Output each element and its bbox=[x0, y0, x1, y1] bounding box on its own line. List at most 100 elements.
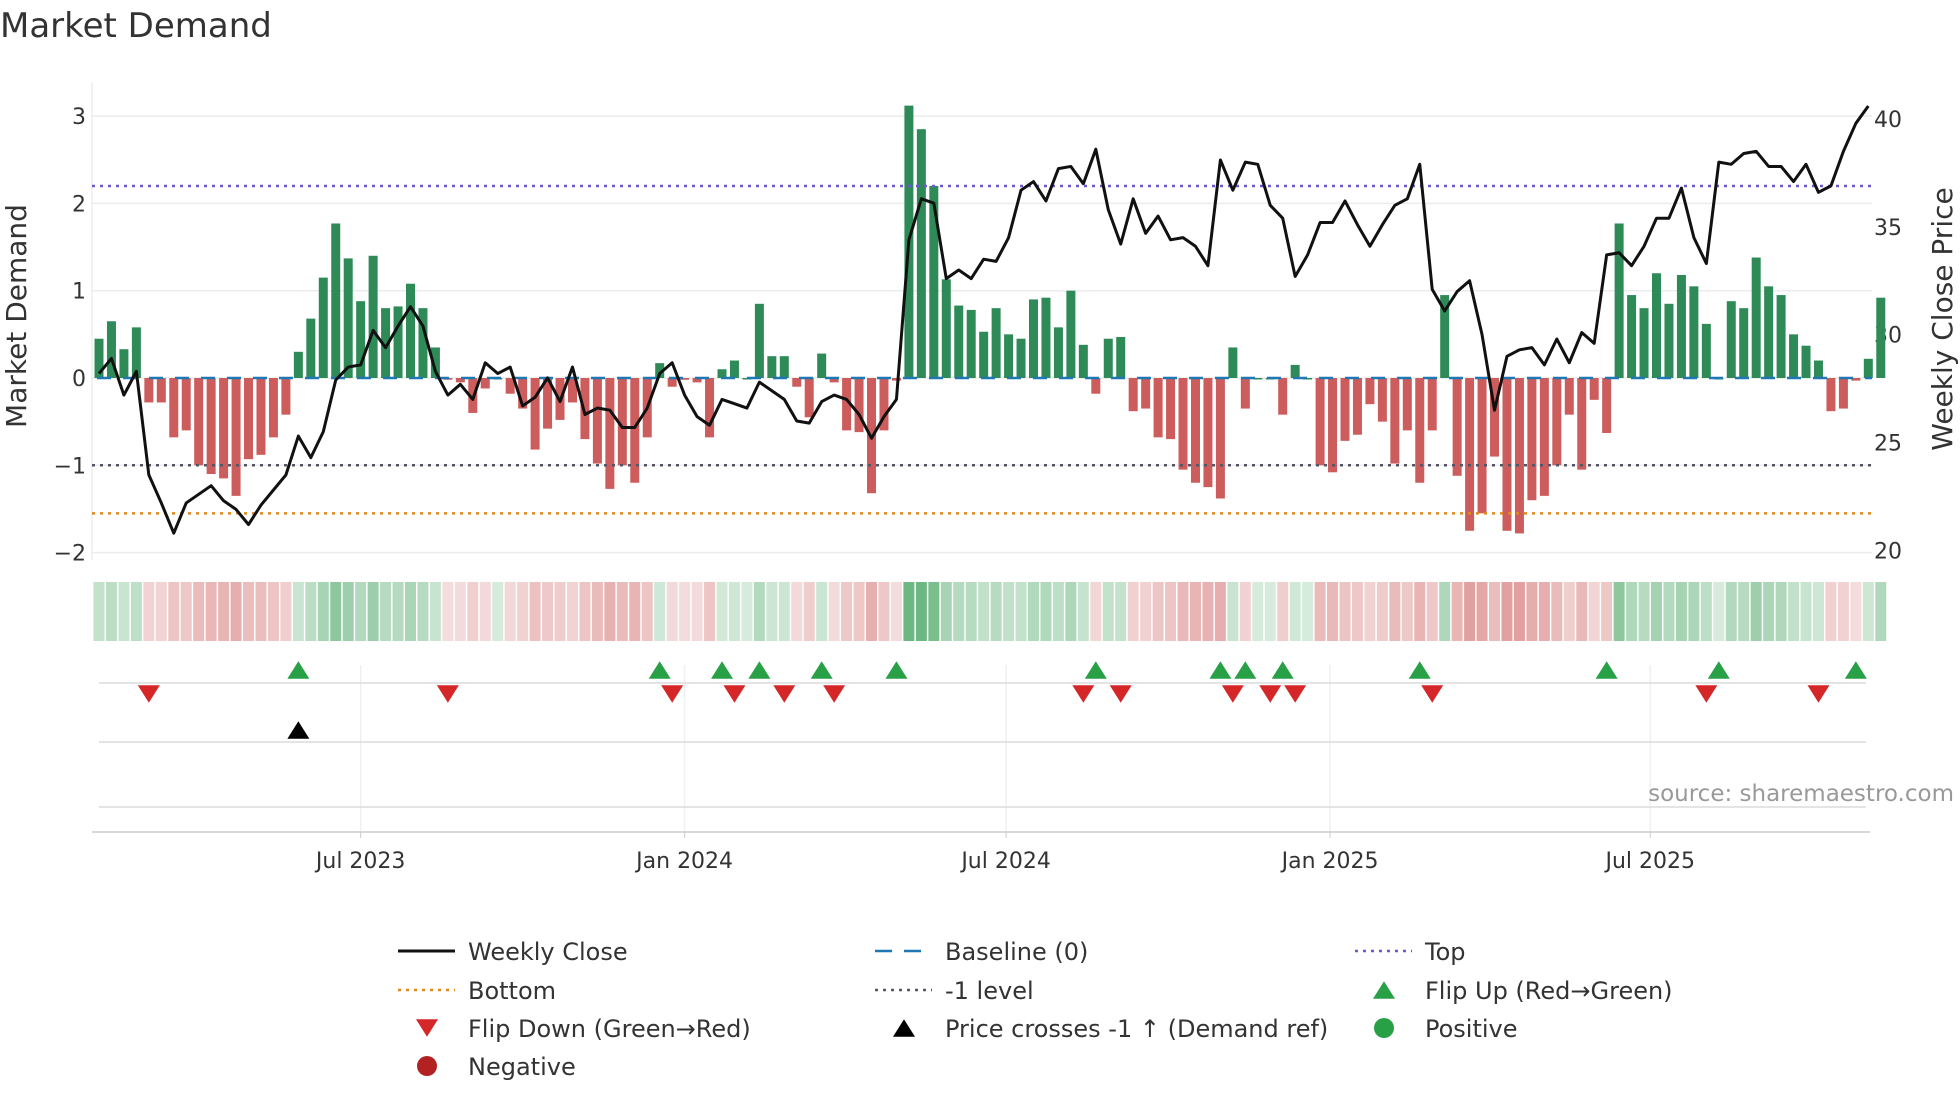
demand-bar bbox=[543, 378, 553, 429]
demand-bar bbox=[231, 378, 241, 496]
demand-strip-cell bbox=[1052, 582, 1064, 641]
demand-strip-cell bbox=[803, 582, 815, 641]
demand-bar bbox=[1053, 327, 1063, 378]
source-label: source: sharemaestro.com bbox=[1648, 781, 1954, 807]
y-tick-label: 2 bbox=[72, 192, 86, 217]
demand-bar bbox=[368, 255, 378, 378]
demand-bar bbox=[1490, 378, 1500, 457]
demand-bar bbox=[1352, 378, 1362, 435]
demand-bar bbox=[1689, 286, 1699, 378]
flip-up-marker bbox=[810, 661, 833, 679]
demand-strip-cell bbox=[1339, 582, 1351, 641]
demand-strip-cell bbox=[143, 582, 155, 641]
demand-strip-cell bbox=[1115, 582, 1127, 641]
demand-strip-cell bbox=[180, 582, 192, 641]
demand-strip-cell bbox=[579, 582, 591, 641]
demand-bar bbox=[1166, 378, 1176, 440]
x-tick-label: Jan 2025 bbox=[1280, 849, 1379, 874]
demand-strip-cell bbox=[604, 582, 616, 641]
demand-strip-cell bbox=[168, 582, 180, 641]
demand-strip-cell bbox=[890, 582, 902, 641]
demand-strip-cell bbox=[1414, 582, 1426, 641]
demand-bar bbox=[356, 301, 366, 378]
demand-bar bbox=[991, 308, 1001, 378]
demand-strip-cell bbox=[1738, 582, 1750, 641]
demand-bar bbox=[1452, 378, 1462, 476]
y2-tick-label: 25 bbox=[1874, 432, 1902, 457]
demand-strip-cell bbox=[816, 582, 828, 641]
flip-up-marker bbox=[1408, 661, 1431, 679]
demand-strip-cell bbox=[1513, 582, 1525, 641]
demand-strip-cell bbox=[1165, 582, 1177, 641]
flip-up-marker bbox=[711, 661, 733, 679]
demand-bar bbox=[1215, 378, 1225, 499]
demand-strip-cell bbox=[928, 582, 940, 641]
demand-strip-cell bbox=[267, 582, 279, 641]
demand-strip-cell bbox=[1003, 582, 1015, 641]
demand-bar bbox=[418, 308, 428, 378]
demand-strip-cell bbox=[1277, 582, 1289, 641]
demand-strip-cell bbox=[392, 582, 404, 641]
demand-strip-cell bbox=[853, 582, 865, 641]
demand-bar bbox=[1315, 378, 1325, 466]
demand-strip-cell bbox=[1314, 582, 1326, 641]
legend-label: Flip Down (Green→Red) bbox=[468, 1015, 751, 1043]
flip-down-marker bbox=[773, 685, 796, 703]
demand-strip-cell bbox=[753, 582, 765, 641]
legend-swatch bbox=[1374, 1018, 1394, 1038]
demand-strip-cell bbox=[1601, 582, 1613, 641]
demand-strip-cell bbox=[1015, 582, 1027, 641]
demand-strip-cell bbox=[728, 582, 740, 641]
demand-strip-cell bbox=[442, 582, 454, 641]
demand-bar bbox=[1589, 378, 1599, 400]
flip-up-marker bbox=[1234, 661, 1257, 679]
demand-bar bbox=[1514, 378, 1524, 534]
flip-down-marker bbox=[1421, 685, 1444, 703]
demand-bar bbox=[567, 378, 577, 403]
demand-bar bbox=[94, 338, 104, 378]
demand-bar bbox=[1676, 274, 1686, 378]
demand-bar bbox=[767, 356, 777, 378]
demand-strip-cell bbox=[417, 582, 429, 641]
demand-strip-cell bbox=[367, 582, 379, 641]
flip-up-marker bbox=[885, 661, 908, 679]
demand-bar bbox=[1440, 295, 1450, 378]
flip-down-marker bbox=[1259, 685, 1282, 703]
demand-bar bbox=[106, 321, 116, 378]
demand-bar bbox=[1639, 308, 1649, 378]
x-tick-label: Jul 2025 bbox=[1604, 849, 1696, 874]
flip-down-marker bbox=[1695, 685, 1718, 703]
demand-bar bbox=[256, 378, 266, 455]
legend-swatch bbox=[893, 1019, 915, 1037]
demand-bar bbox=[1278, 378, 1288, 415]
demand-strip-cell bbox=[1028, 582, 1039, 641]
demand-bar bbox=[1116, 336, 1126, 378]
demand-strip-cell bbox=[1700, 582, 1712, 641]
demand-strip-cell bbox=[130, 582, 142, 641]
flip-down-marker bbox=[1284, 685, 1307, 703]
y2-tick-label: 35 bbox=[1874, 216, 1902, 241]
x-tick-label: Jul 2024 bbox=[959, 849, 1051, 874]
demand-bar bbox=[1664, 303, 1674, 378]
demand-strip-cell bbox=[704, 582, 716, 641]
demand-strip-cell bbox=[467, 582, 479, 641]
legend-swatch bbox=[417, 1056, 437, 1076]
demand-bar bbox=[406, 283, 415, 378]
demand-bar bbox=[1103, 338, 1113, 378]
demand-strip-cell bbox=[1638, 582, 1650, 641]
demand-bar bbox=[306, 318, 316, 378]
demand-bar bbox=[1851, 378, 1861, 381]
demand-bar bbox=[393, 306, 403, 378]
demand-strip-cell bbox=[1302, 582, 1314, 641]
demand-bar bbox=[131, 327, 141, 378]
demand-bar bbox=[1627, 295, 1637, 378]
demand-strip-cell bbox=[255, 582, 267, 641]
demand-bar bbox=[941, 279, 951, 378]
demand-strip-cell bbox=[1837, 582, 1849, 641]
demand-strip-cell bbox=[218, 582, 230, 641]
demand-bar bbox=[1564, 378, 1574, 415]
demand-strip-cell bbox=[517, 582, 529, 641]
demand-strip-cell bbox=[1526, 582, 1538, 641]
demand-bar bbox=[1041, 297, 1051, 378]
demand-strip-cell bbox=[1264, 582, 1276, 641]
